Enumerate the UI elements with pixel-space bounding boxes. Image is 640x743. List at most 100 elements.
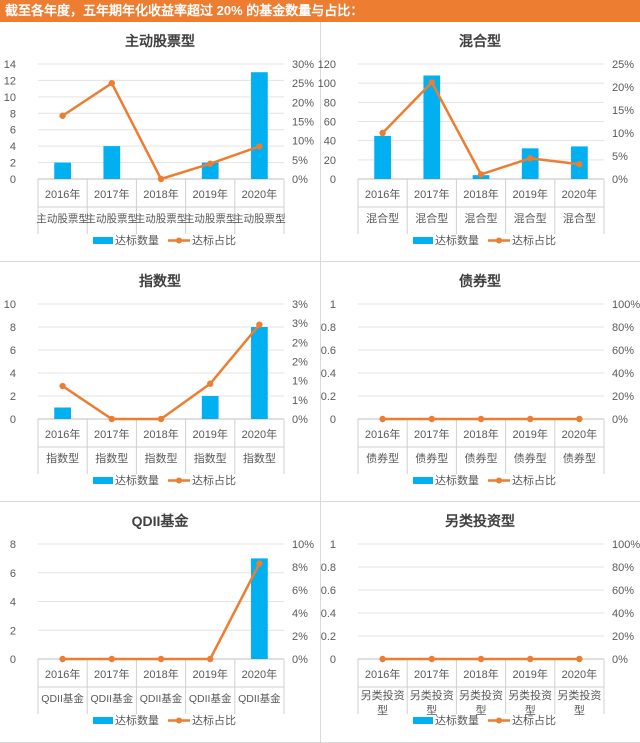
legend-bar-swatch <box>93 237 113 244</box>
y-left-tick-label: 1 <box>330 539 336 551</box>
x-sub-label: QDII基金 <box>41 692 84 705</box>
x-sub-label: 另类投资 <box>410 688 454 702</box>
y-left-tick-label: 0.8 <box>321 562 336 574</box>
x-tick-label: 2017年 <box>414 667 449 681</box>
line-point <box>477 415 485 423</box>
y-right-tick-label: 20% <box>612 391 634 403</box>
line-point <box>379 415 386 423</box>
x-tick-label: 2019年 <box>512 667 547 681</box>
y-right-tick-label: 4% <box>292 608 308 620</box>
legend-bar-swatch <box>93 477 113 484</box>
y-left-tick-label: 0 <box>330 174 336 186</box>
y-left-tick-label: 40 <box>324 136 336 148</box>
y-right-tick-label: 20% <box>292 97 314 109</box>
line-point <box>527 655 534 663</box>
y-left-tick-label: 0.2 <box>321 631 336 643</box>
x-sub-label: 债券型 <box>366 451 399 465</box>
x-sub-label: 型 <box>574 703 585 717</box>
legend-line-marker <box>176 477 182 484</box>
x-tick-label: 2018年 <box>463 187 498 201</box>
x-tick-label: 2019年 <box>512 187 547 201</box>
line-point <box>256 560 263 567</box>
series-line <box>62 562 261 661</box>
line-point <box>527 155 534 162</box>
y-right-tick-label: 100% <box>612 539 640 551</box>
chart-panel-4: 债券型 0 0.2 0.4 0.6 0.8 1 0% 20% 40% 60% 80% 100% 2016年… <box>321 273 640 487</box>
charts-grid: 主动股票型024681012140%5%10%15%20%25%30%2016年… <box>0 22 640 743</box>
y-left-tick-label: 0.2 <box>321 391 336 403</box>
x-sub-label: 混合型 <box>563 211 596 225</box>
legend-line-label: 达标占比 <box>512 233 556 247</box>
y-right-tick-label: 1% <box>292 376 308 388</box>
y-right-tick-label: 10% <box>292 539 314 551</box>
legend: 达标数量 达标占比 <box>413 233 556 247</box>
y-right-tick-label: 25% <box>292 78 314 90</box>
x-tick-label: 2016年 <box>45 667 80 681</box>
bar <box>374 135 391 179</box>
line-point <box>379 655 386 663</box>
y-left-tick-label: 14 <box>4 59 16 71</box>
y-left-tick-label: 0 <box>10 174 16 186</box>
y-left-tick-label: 2 <box>10 391 16 403</box>
chart-title: 另类投资型 <box>445 513 515 529</box>
x-sub-label: 债券型 <box>563 451 596 465</box>
line-point <box>256 143 263 150</box>
y-left-tick-label: 4 <box>10 368 16 380</box>
x-sub-label: 债券型 <box>465 451 498 465</box>
y-left-tick-label: 0.8 <box>321 322 336 334</box>
x-tick-label: 2018年 <box>143 427 178 441</box>
legend-line-label: 达标占比 <box>512 473 556 487</box>
legend-line-marker <box>176 717 182 724</box>
x-tick-label: 2018年 <box>463 427 498 441</box>
x-sub-label: 债券型 <box>415 451 448 465</box>
legend-line-marker <box>496 237 502 244</box>
legend-bar-label: 达标数量 <box>435 233 479 247</box>
y-right-tick-label: 0% <box>612 414 628 426</box>
legend-bar-label: 达标数量 <box>435 473 479 487</box>
bar <box>423 75 441 179</box>
page-header: 截至各年度，五年期年化收益率超过 20% 的基金数量与占比： <box>0 0 640 22</box>
legend-bar-swatch <box>413 477 433 484</box>
legend: 达标数量 达标占比 <box>413 473 556 487</box>
x-sub-label: 主动股票型 <box>233 212 286 225</box>
x-tick-label: 2019年 <box>192 427 227 441</box>
y-right-tick-label: 0% <box>292 174 308 186</box>
chart-panel-6: 另类投资型 0 0.2 0.4 0.6 0.8 1 0% 20% 40% 60% 80% 100% 201… <box>321 513 640 727</box>
legend-line-label: 达标占比 <box>192 713 236 727</box>
line-point <box>108 79 116 87</box>
x-sub-label: 指数型 <box>95 451 128 465</box>
line-point <box>428 79 435 86</box>
x-tick-label: 2019年 <box>192 187 227 201</box>
line-point <box>207 380 214 387</box>
y-right-tick-label: 30% <box>292 59 314 71</box>
y-left-tick-label: 4 <box>10 141 16 153</box>
y-right-tick-label: 5% <box>612 151 628 163</box>
x-sub-label: 指数型 <box>46 451 79 465</box>
legend-bar-swatch <box>413 237 433 244</box>
legend-bar-label: 达标数量 <box>115 713 159 727</box>
y-right-tick-label: 10% <box>292 136 314 148</box>
y-left-tick-label: 0.6 <box>321 585 336 597</box>
bar <box>521 148 539 179</box>
legend: 达标数量 达标占比 <box>93 713 236 727</box>
x-sub-label: 另类投资 <box>361 688 405 702</box>
y-left-tick-label: 0 <box>330 414 336 426</box>
y-right-tick-label: 5% <box>292 155 308 167</box>
chart-title: 指数型 <box>139 273 181 289</box>
y-left-tick-label: 120 <box>318 59 336 71</box>
chart-title: 债券型 <box>459 273 501 289</box>
y-right-tick-label: 15% <box>612 105 634 117</box>
line-point <box>157 175 165 183</box>
y-right-tick-label: 80% <box>612 322 634 334</box>
y-left-tick-label: 6 <box>10 568 16 580</box>
line-point <box>207 655 214 663</box>
y-right-tick-label: 6% <box>292 585 308 597</box>
line-point <box>157 655 165 663</box>
x-sub-label: QDII基金 <box>238 692 281 705</box>
legend-line-label: 达标占比 <box>512 713 556 727</box>
x-tick-label: 2016年 <box>365 667 400 681</box>
line-point <box>576 415 583 423</box>
legend: 达标数量 达标占比 <box>93 233 236 247</box>
x-tick-label: 2017年 <box>94 187 129 201</box>
y-right-tick-label: 20% <box>612 631 634 643</box>
